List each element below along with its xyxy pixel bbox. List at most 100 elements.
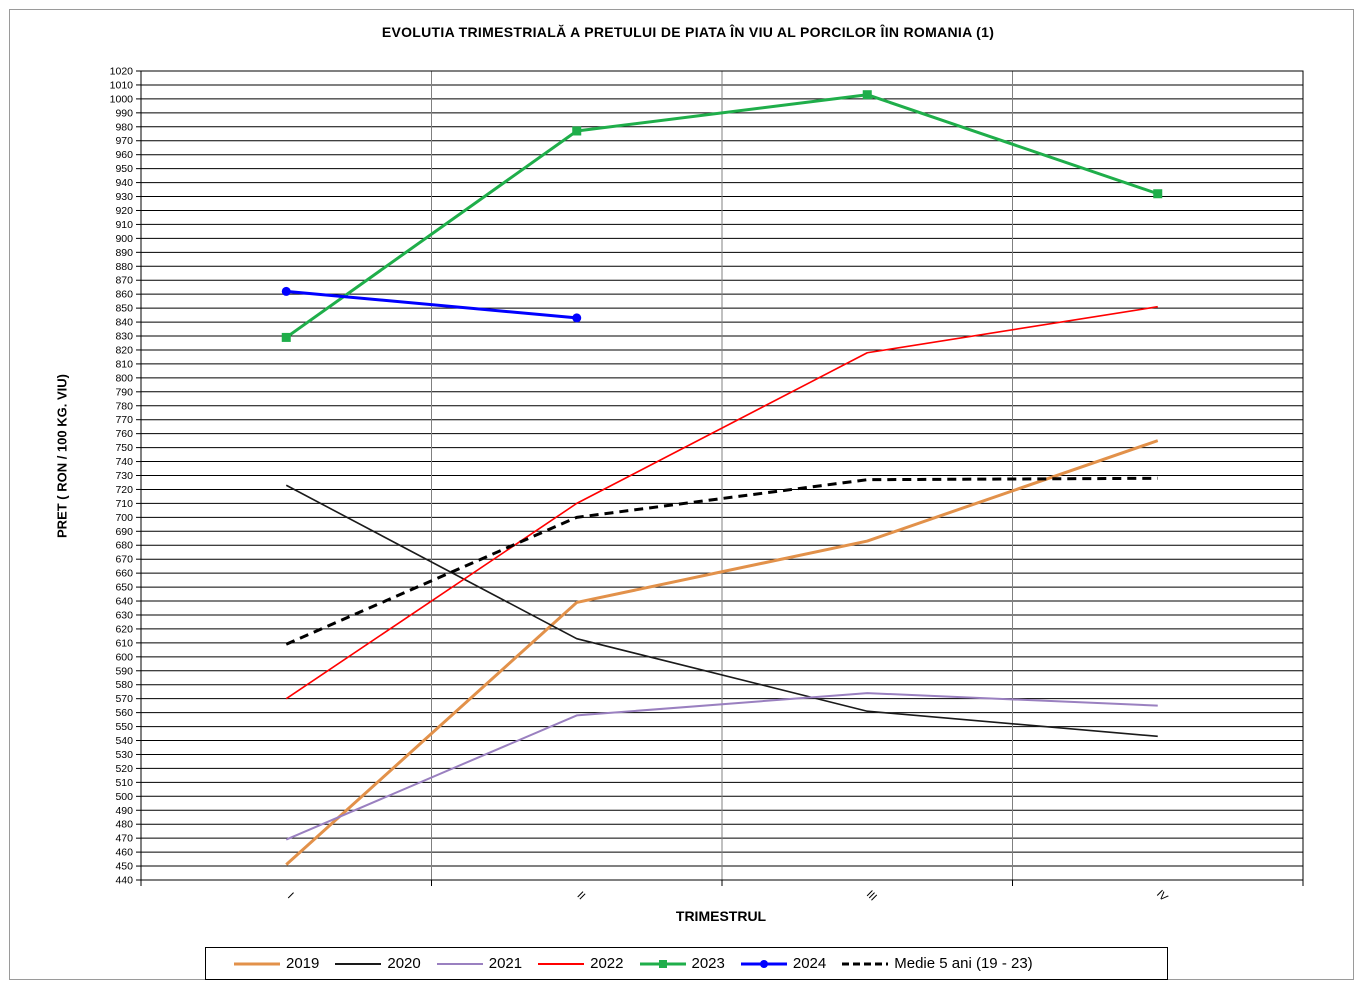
legend-swatch bbox=[234, 962, 280, 965]
y-tick-label: 620 bbox=[115, 623, 133, 635]
series-line bbox=[285, 305, 1158, 700]
y-tick-label: 780 bbox=[115, 400, 133, 412]
y-tick-label: 690 bbox=[115, 526, 133, 538]
chart-title: EVOLUTIA TRIMESTRIALĂ A PRETULUI DE PIAT… bbox=[381, 24, 995, 40]
y-tick-label: 550 bbox=[115, 721, 133, 733]
y-tick-label: 750 bbox=[115, 442, 133, 454]
x-tick-label: IV bbox=[1154, 888, 1170, 904]
legend-swatch bbox=[740, 959, 787, 968]
y-tick-label: 1000 bbox=[110, 93, 134, 105]
legend-swatch bbox=[842, 962, 889, 965]
legend-item: 2022 bbox=[536, 955, 624, 972]
y-tick-label: 820 bbox=[115, 344, 133, 356]
y-tick-label: 960 bbox=[115, 149, 133, 161]
y-tick-label: 470 bbox=[115, 833, 133, 845]
y-tick-label: 880 bbox=[115, 261, 133, 273]
y-tick-label: 810 bbox=[115, 358, 133, 370]
y-tick-label: 860 bbox=[115, 289, 133, 301]
legend-swatch bbox=[436, 962, 483, 965]
y-tick-label: 600 bbox=[115, 651, 133, 663]
series-3 bbox=[285, 305, 1158, 700]
legend-item: 2023 bbox=[638, 955, 725, 972]
y-tick-label: 560 bbox=[115, 707, 133, 719]
y-axis-label: PRET ( RON / 100 KG. VIU) bbox=[54, 374, 70, 538]
y-tick-label: 980 bbox=[115, 121, 133, 133]
y-tick-label: 840 bbox=[115, 317, 133, 329]
legend-swatch bbox=[639, 959, 686, 968]
series-line bbox=[286, 289, 577, 320]
y-tick-label: 700 bbox=[115, 512, 133, 524]
y-tick-label: 670 bbox=[115, 554, 133, 566]
series-line bbox=[285, 93, 1159, 339]
y-tick-label: 920 bbox=[115, 205, 133, 217]
y-tick-label: 530 bbox=[115, 749, 133, 761]
y-tick-label: 450 bbox=[115, 861, 133, 873]
legend-swatch bbox=[538, 962, 585, 965]
legend-label: 2024 bbox=[792, 955, 827, 972]
y-tick-label: 580 bbox=[115, 679, 133, 691]
chart-legend: 2019 2020 2021 2022 2023 2024 Medie 5 ani (19 … bbox=[205, 947, 1168, 980]
series-line bbox=[285, 476, 1158, 646]
x-axis-label: TRIMESTRUL bbox=[675, 908, 767, 924]
series-line bbox=[285, 439, 1159, 866]
y-tick-label: 1020 bbox=[110, 66, 134, 78]
y-tick-label: 720 bbox=[115, 484, 133, 496]
x-tick-label: I bbox=[285, 891, 296, 902]
legend-item: 2020 bbox=[333, 955, 421, 972]
series-6 bbox=[285, 476, 1158, 646]
y-tick-label: 930 bbox=[115, 191, 133, 203]
y-tick-label: 590 bbox=[115, 665, 133, 677]
y-tick-label: 910 bbox=[115, 219, 133, 231]
y-tick-label: 730 bbox=[115, 470, 133, 482]
y-tick-label: 630 bbox=[115, 609, 133, 621]
series-line bbox=[285, 484, 1158, 738]
y-tick-label: 790 bbox=[115, 386, 133, 398]
y-tick-label: 460 bbox=[115, 847, 133, 859]
y-tick-label: 440 bbox=[115, 875, 133, 887]
y-tick-label: 950 bbox=[115, 163, 133, 175]
data-point-square bbox=[862, 90, 872, 100]
legend-label: 2019 bbox=[286, 955, 320, 972]
data-point-circle bbox=[572, 313, 582, 323]
series-2 bbox=[285, 692, 1158, 841]
axis-ticks: 440 450 460 470 480 490 500 510 520 530 540 550 560 5… bbox=[110, 66, 1304, 904]
y-tick-label: 540 bbox=[115, 735, 133, 747]
y-tick-label: 650 bbox=[115, 582, 133, 594]
y-tick-label: 870 bbox=[115, 275, 133, 287]
y-tick-label: 480 bbox=[115, 819, 133, 831]
y-tick-label: 800 bbox=[115, 372, 133, 384]
series-lines bbox=[281, 90, 1163, 866]
y-tick-label: 490 bbox=[115, 805, 133, 817]
series-5 bbox=[281, 286, 582, 323]
y-tick-label: 900 bbox=[115, 233, 133, 245]
data-point-square bbox=[1153, 189, 1163, 199]
legend-item: 2019 bbox=[232, 955, 319, 972]
y-tick-label: 500 bbox=[115, 791, 133, 803]
legend-label: 2020 bbox=[387, 955, 421, 972]
legend-label: 2022 bbox=[590, 955, 624, 972]
y-tick-label: 570 bbox=[115, 693, 133, 705]
y-tick-label: 640 bbox=[115, 596, 133, 608]
legend-label: Medie 5 ani (19 - 23) bbox=[894, 955, 1033, 972]
y-tick-label: 740 bbox=[115, 456, 133, 468]
y-tick-label: 830 bbox=[115, 331, 133, 343]
legend-item: 2021 bbox=[435, 955, 522, 972]
y-tick-label: 610 bbox=[115, 637, 133, 649]
y-tick-label: 970 bbox=[115, 135, 133, 147]
grid-lines bbox=[140, 70, 1304, 881]
y-tick-label: 660 bbox=[115, 568, 133, 580]
y-tick-label: 760 bbox=[115, 428, 133, 440]
y-tick-label: 890 bbox=[115, 247, 133, 259]
legend-label: 2021 bbox=[488, 955, 523, 972]
legend-label: 2023 bbox=[691, 955, 725, 972]
series-1 bbox=[285, 484, 1158, 738]
y-tick-label: 710 bbox=[115, 498, 133, 510]
y-tick-label: 1010 bbox=[110, 79, 134, 91]
legend-swatch bbox=[335, 962, 382, 965]
legend-item: 2024 bbox=[739, 955, 826, 972]
data-point-circle bbox=[281, 286, 291, 296]
data-point-square bbox=[572, 126, 582, 136]
y-tick-label: 510 bbox=[115, 777, 133, 789]
y-tick-label: 520 bbox=[115, 763, 133, 775]
y-tick-label: 850 bbox=[115, 303, 133, 315]
